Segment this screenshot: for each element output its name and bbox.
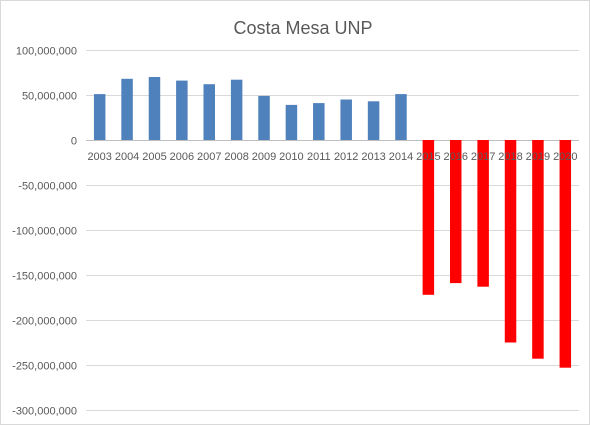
x-tick-label: 2009 <box>252 151 276 163</box>
x-tick-label: 2006 <box>170 151 194 163</box>
x-tick-label: 2008 <box>224 151 248 163</box>
x-axis: 2003 2004 2005 2006 2007 2008 2009 2010 2011 2012… <box>87 151 577 163</box>
x-tick-label: 2012 <box>334 151 358 163</box>
bar-2014 <box>395 94 407 140</box>
bar-2005 <box>148 77 161 140</box>
bar-2012 <box>340 99 352 140</box>
x-tick-label: 2010 <box>279 151 303 163</box>
bar-2011 <box>313 103 325 140</box>
x-tick-label: 2003 <box>87 151 111 163</box>
bar-2004 <box>121 78 133 140</box>
bar-2017 <box>477 140 489 287</box>
bar-2015 <box>422 140 435 295</box>
x-tick-label: 2019 <box>526 151 550 163</box>
y-tick-label: -250,000,000 <box>12 361 77 373</box>
x-tick-label: 2011 <box>307 151 331 163</box>
x-tick-label: 2018 <box>498 151 522 163</box>
x-tick-label: 2004 <box>115 151 139 163</box>
x-tick-label: 2016 <box>444 151 468 163</box>
bar-2013 <box>367 101 380 140</box>
x-tick-label: 2020 <box>553 151 577 163</box>
bar-2020 <box>559 140 572 368</box>
x-tick-label: 2007 <box>197 151 221 163</box>
y-tick-label: -150,000,000 <box>12 271 77 283</box>
x-tick-label: 2013 <box>361 151 385 163</box>
x-tick-label: 2014 <box>389 151 413 163</box>
chart-title: Costa Mesa UNP <box>233 18 372 38</box>
y-tick-label: -200,000,000 <box>12 316 77 328</box>
bar-2018 <box>504 140 517 343</box>
gridlines <box>86 50 579 411</box>
bar-2016 <box>450 140 462 284</box>
bar-2008 <box>230 79 243 140</box>
bar-2010 <box>285 104 298 140</box>
bar-2003 <box>93 94 106 140</box>
x-tick-label: 2015 <box>416 151 440 163</box>
x-tick-label: 2017 <box>471 151 495 163</box>
y-axis: 100,000,000 50,000,000 0 -50,000,000 -100,00… <box>12 46 77 418</box>
x-tick-label: 2005 <box>142 151 166 163</box>
y-tick-label: 100,000,000 <box>16 46 77 58</box>
y-tick-label: -300,000,000 <box>12 406 77 418</box>
bars <box>93 77 572 368</box>
bar-2009 <box>258 95 270 140</box>
bar-2019 <box>532 140 544 359</box>
bar-2006 <box>176 80 188 140</box>
y-tick-label: -50,000,000 <box>18 181 77 193</box>
y-tick-label: 50,000,000 <box>22 91 77 103</box>
bar-2007 <box>203 84 215 140</box>
y-tick-label: -100,000,000 <box>12 226 77 238</box>
y-tick-label: 0 <box>71 136 77 148</box>
